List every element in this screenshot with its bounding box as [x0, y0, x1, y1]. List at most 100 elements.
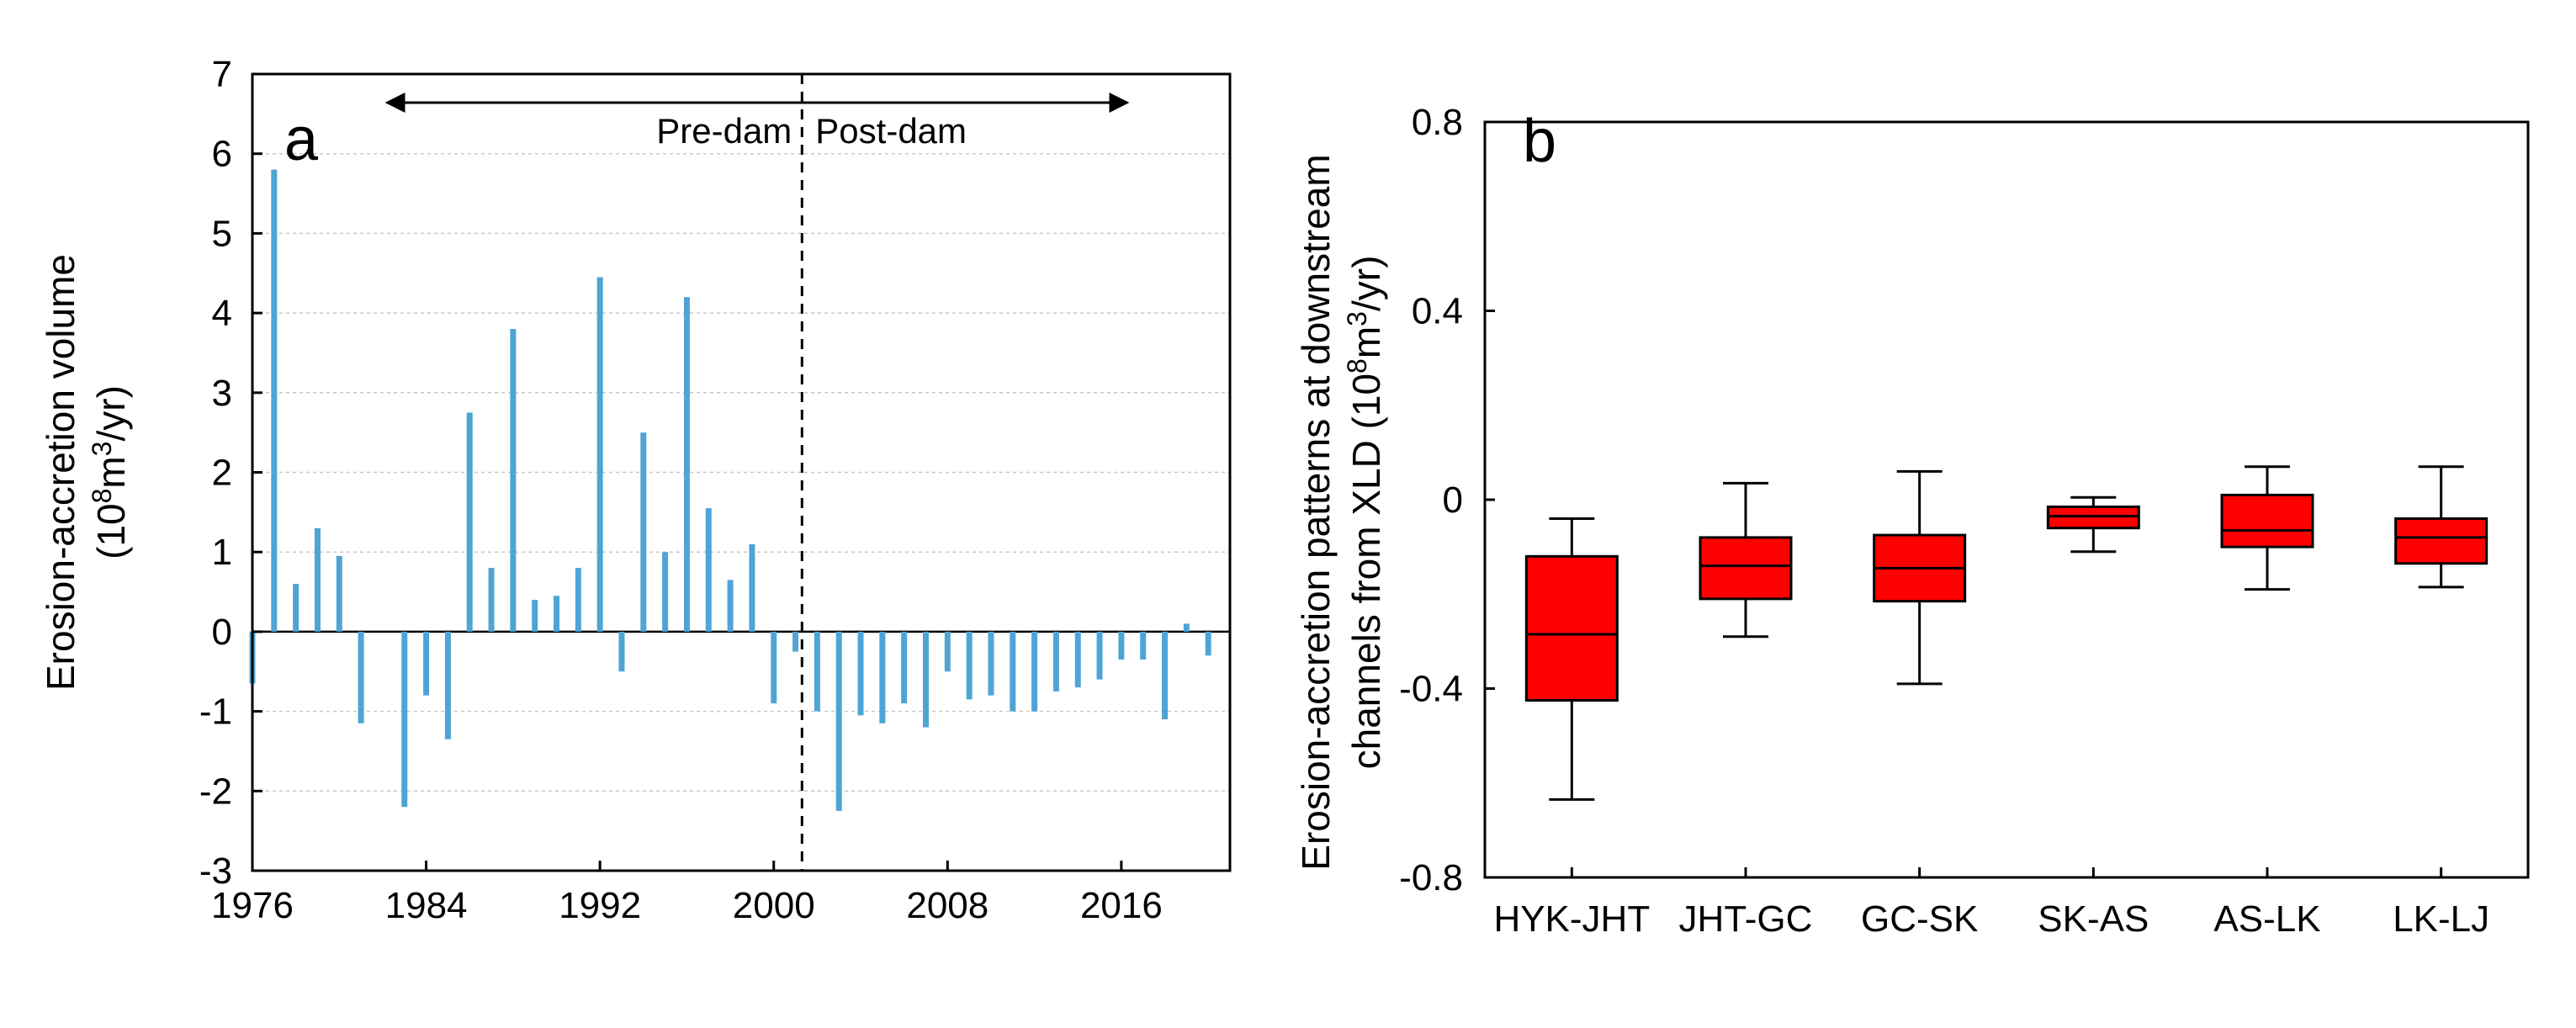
bar-year-1993 — [618, 631, 625, 672]
bar-year-1987 — [488, 568, 495, 632]
panel-b-y-tick-label: 0.4 — [1412, 291, 1463, 332]
panel-b-x-tick-label: GC-SK — [1861, 898, 1978, 940]
box-iqr — [1524, 554, 1619, 702]
bar-year-2012 — [1031, 631, 1038, 712]
bar-year-2011 — [1010, 631, 1016, 712]
panel-a-label: a — [284, 106, 319, 173]
bar-year-1994 — [640, 432, 647, 632]
box-sk-as — [2046, 495, 2140, 554]
panel-a-bars — [249, 169, 1211, 811]
bar-year-1996 — [683, 297, 690, 632]
panel-a-y-tick-label: 2 — [212, 453, 232, 494]
bar-year-1998 — [727, 580, 734, 632]
bar-year-2003 — [835, 631, 842, 811]
box-iqr — [2394, 517, 2489, 565]
box-as-lk — [2220, 465, 2314, 591]
panel-a-y-tick-label: -3 — [199, 850, 232, 892]
bar-year-2000 — [771, 631, 777, 704]
panel-b-y-label-line2: channels from XLD (108m3/yr) — [1342, 256, 1388, 770]
panel-b-x-tick-label: AS-LK — [2213, 898, 2320, 940]
panel-a-y-tick-label: 4 — [212, 293, 232, 334]
bar-year-2009 — [966, 631, 973, 700]
panel-b-y-ticks: 0.8 0.4 0 -0.4 -0.8 — [1399, 102, 1495, 898]
bar-year-1985 — [444, 631, 451, 739]
bar-year-1992 — [596, 277, 603, 632]
panel-a-x-tick-label: 1976 — [211, 885, 294, 926]
box-iqr — [2220, 493, 2314, 548]
panel-a-y-tick-label: -2 — [199, 771, 232, 812]
panel-a-y-tick-label: 6 — [212, 134, 232, 175]
panel-a-gridlines — [252, 152, 1230, 792]
panel-a-y-tick-label: 5 — [212, 213, 232, 254]
panel-a-y-axis-label: Erosion-accretion volume (108m3/yr) — [39, 254, 133, 691]
panel-b-frame — [1483, 120, 2530, 879]
bar-year-1991 — [575, 568, 581, 632]
bar-year-1990 — [554, 596, 560, 632]
panel-b-x-tick-label: HYK-JHT — [1493, 898, 1650, 940]
panel-a-x-tick-label: 2000 — [733, 885, 815, 926]
bar-year-1988 — [510, 329, 517, 632]
bar-year-1981 — [358, 631, 364, 723]
bar-year-2010 — [988, 631, 994, 696]
post-dam-label: Post-dam — [815, 111, 967, 151]
panel-b: 0.8 0.4 0 -0.4 -0.8 HYK-JHT JHT-GC GC-SK SK-AS A… — [1294, 102, 2530, 940]
panel-a-y-tick-label: 3 — [212, 373, 232, 414]
bar-year-2006 — [901, 631, 908, 704]
bar-year-1983 — [401, 631, 408, 808]
panel-b-label: b — [1523, 108, 1556, 175]
bar-year-2018 — [1162, 631, 1169, 720]
panel-b-y-tick-label: 0.8 — [1412, 102, 1463, 143]
box-iqr — [1699, 536, 1793, 601]
bar-year-2008 — [944, 631, 951, 672]
panel-a-y-tick-label: 7 — [212, 54, 232, 95]
panel-b-y-tick-label: -0.8 — [1399, 857, 1463, 898]
panel-b-y-tick-label: -0.4 — [1399, 669, 1463, 710]
bar-year-2019 — [1183, 623, 1190, 632]
bar-year-2001 — [792, 631, 799, 652]
panel-a-x-tick-label: 2008 — [906, 885, 989, 926]
bar-year-1980 — [336, 555, 342, 632]
panel-a-y-tick-label: 1 — [212, 532, 232, 573]
panel-b-boxes — [1524, 465, 2489, 801]
bar-year-2004 — [857, 631, 864, 716]
bar-year-2020 — [1205, 631, 1211, 656]
bar-year-1984 — [423, 631, 430, 696]
bar-year-2016 — [1118, 631, 1125, 660]
box-lk-lj — [2394, 465, 2489, 589]
panel-a-x-ticks: 1976 1984 1992 2000 2008 2016 — [211, 861, 1163, 926]
bar-year-2002 — [814, 631, 820, 712]
bar-year-1979 — [314, 527, 321, 632]
bar-year-1989 — [532, 600, 538, 632]
bar-year-1977 — [271, 169, 278, 632]
pre-dam-label: Pre-dam — [656, 111, 792, 151]
bar-year-2014 — [1074, 631, 1081, 688]
panel-a-y-tick-label: 0 — [212, 612, 232, 653]
box-gc-sk — [1873, 469, 1967, 686]
panel-a-x-tick-label: 2016 — [1080, 885, 1163, 926]
panel-b-y-label-line1: Erosion-accretion patterns at downstream — [1294, 154, 1338, 870]
panel-a-y-ticks: 7 6 5 4 3 2 1 0 -1 -2 -3 — [199, 54, 262, 892]
bar-year-2007 — [922, 631, 929, 728]
panel-b-x-ticks: HYK-JHT JHT-GC GC-SK SK-AS AS-LK LK-LJ — [1493, 867, 2489, 940]
bar-year-1999 — [749, 543, 755, 632]
bar-year-1978 — [293, 584, 299, 632]
box-hyk-jht — [1524, 517, 1619, 801]
panel-b-x-tick-label: LK-LJ — [2393, 898, 2489, 940]
bar-year-2013 — [1052, 631, 1059, 692]
panel-a-y-label-line2: (108m3/yr) — [87, 385, 133, 559]
bar-year-1995 — [662, 552, 669, 632]
bar-year-2005 — [879, 631, 886, 723]
box-jht-gc — [1699, 481, 1793, 639]
bar-year-1986 — [466, 412, 473, 632]
panel-b-x-tick-label: SK-AS — [2038, 898, 2149, 940]
panel-a-y-tick-label: -1 — [199, 692, 232, 733]
panel-a-x-tick-label: 1984 — [385, 885, 468, 926]
bar-year-2015 — [1096, 631, 1103, 680]
bar-year-2017 — [1140, 631, 1147, 660]
panel-b-y-axis-label: Erosion-accretion patterns at downstream… — [1294, 154, 1388, 870]
bar-year-1997 — [705, 508, 712, 632]
panel-b-x-tick-label: JHT-GC — [1679, 898, 1813, 940]
panel-a-x-tick-label: 1992 — [559, 885, 641, 926]
